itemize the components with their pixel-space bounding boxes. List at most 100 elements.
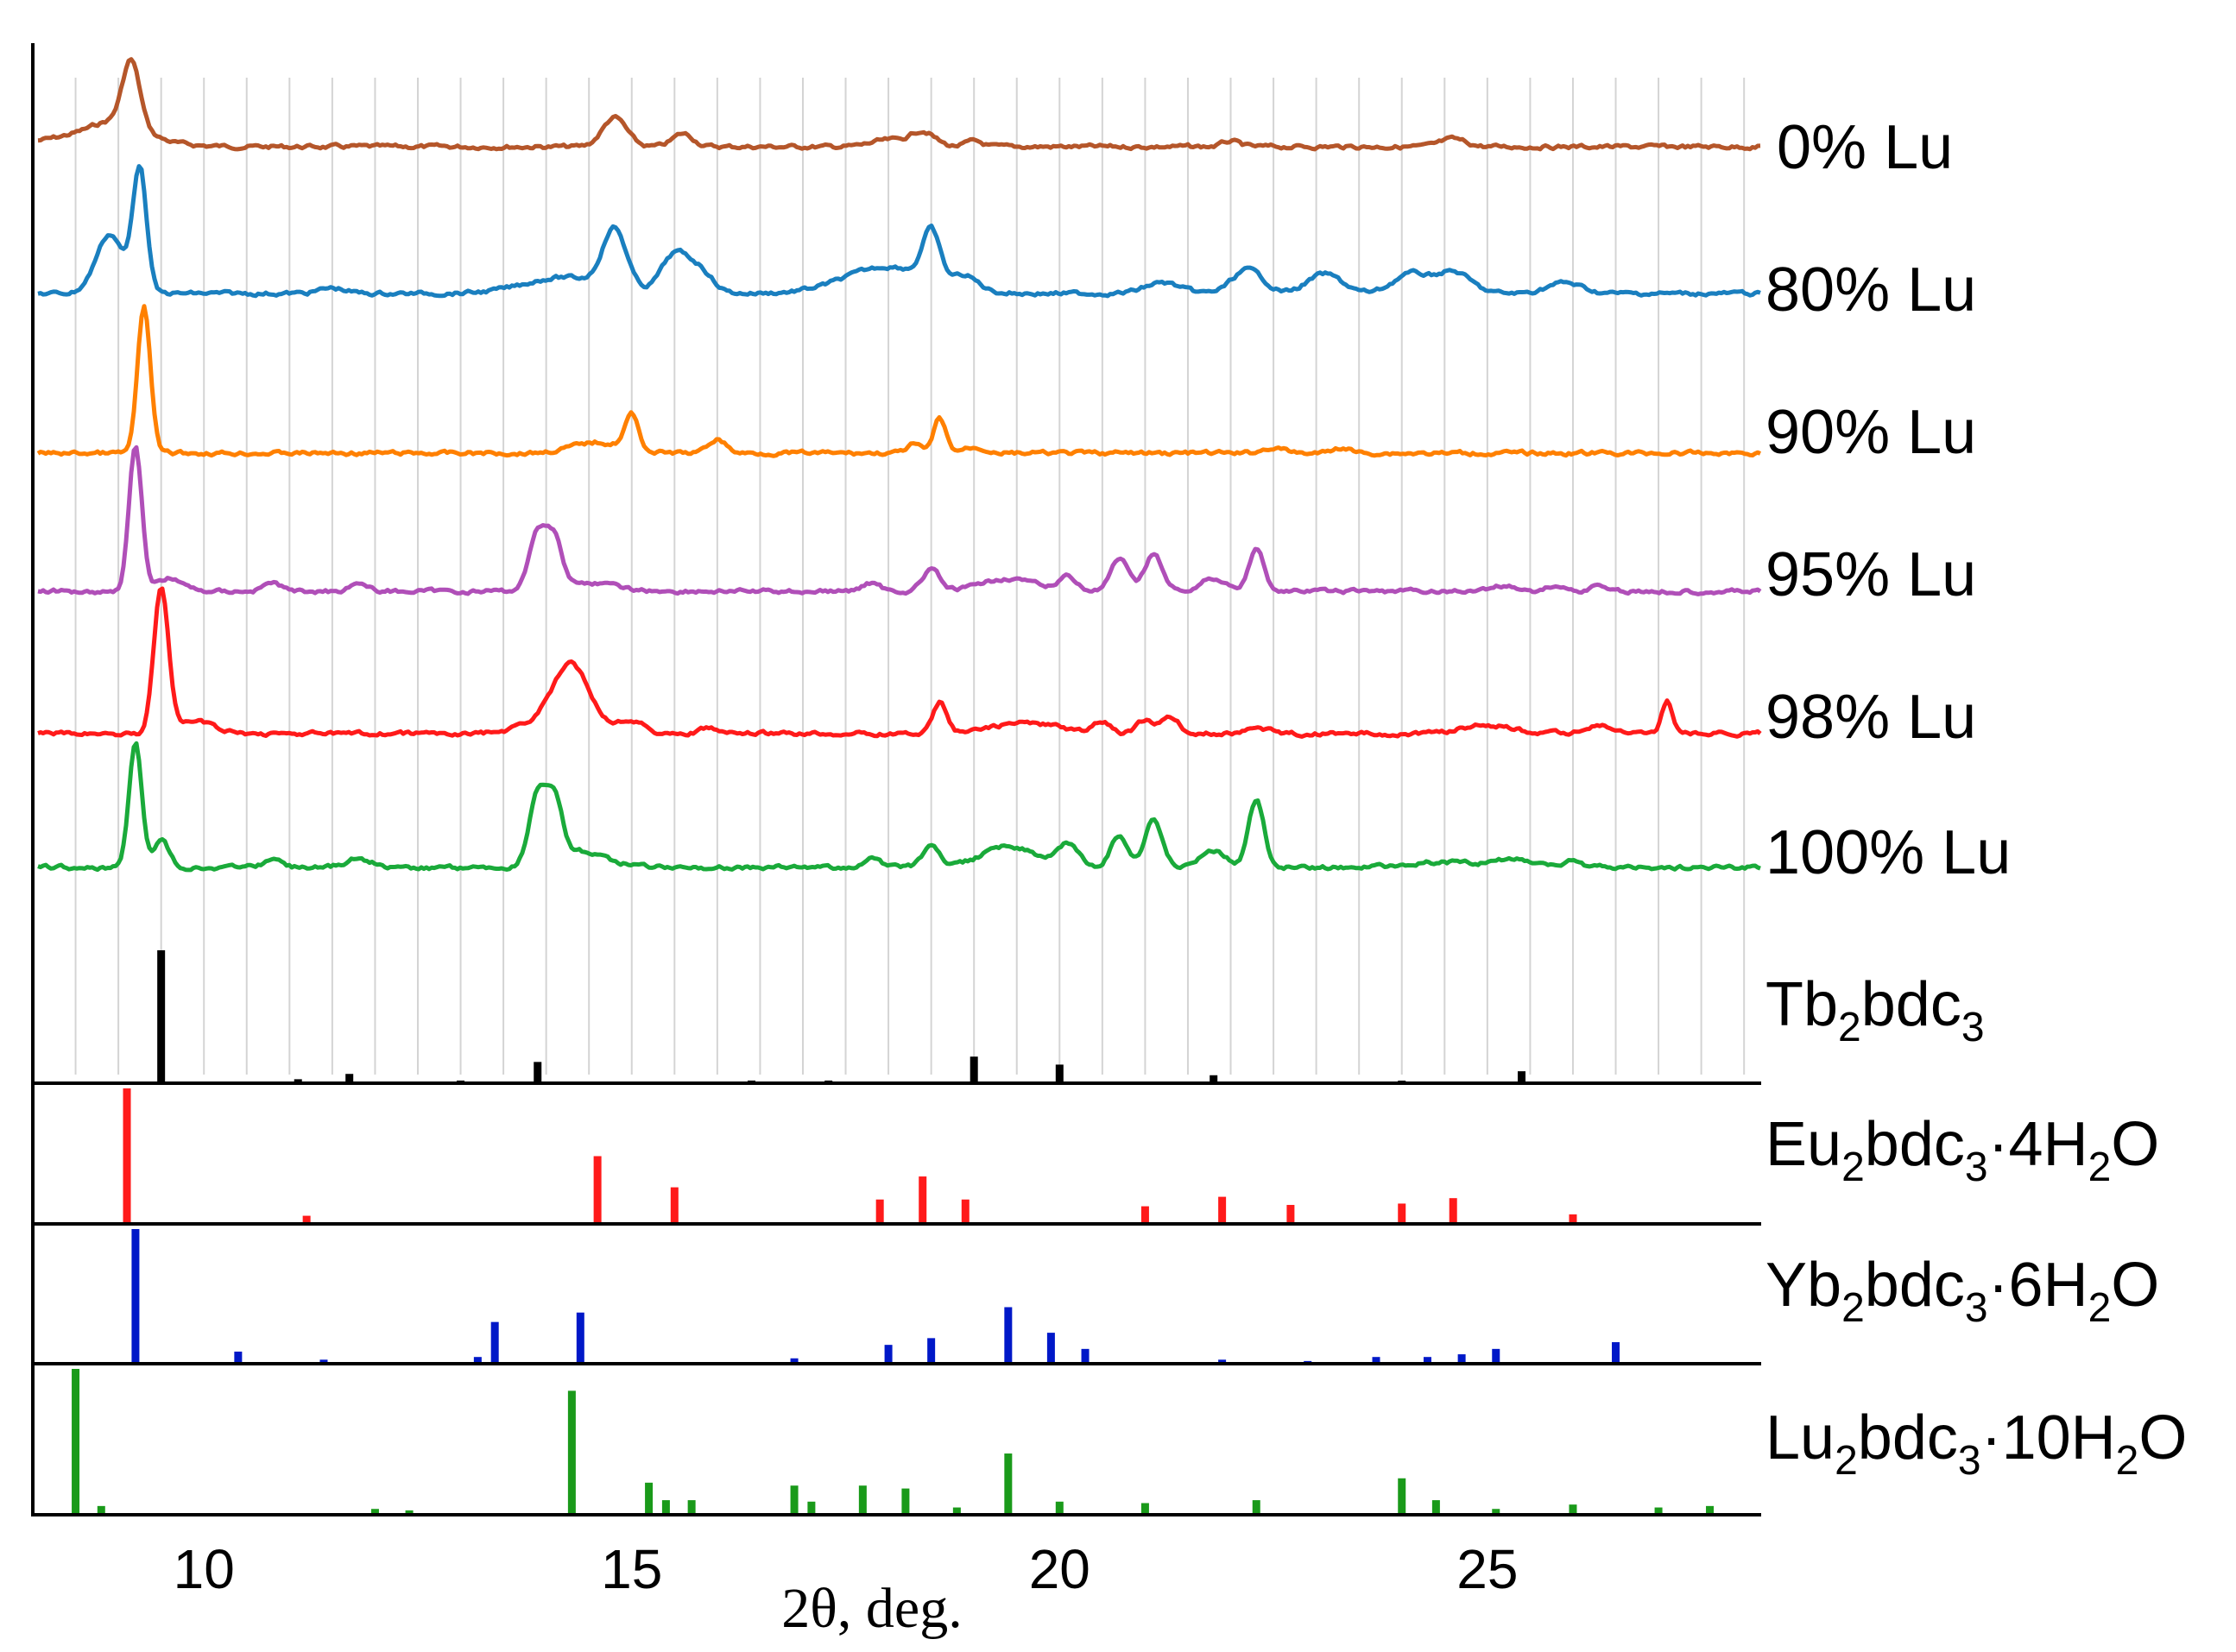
reference-label-part: 3 xyxy=(1961,1005,1985,1050)
reference-stick xyxy=(1286,1205,1295,1224)
series-line xyxy=(37,586,1762,739)
series-line xyxy=(37,57,1761,152)
reference-stick xyxy=(1055,1501,1064,1515)
reference-stick xyxy=(858,1485,867,1515)
series-label-part: 95% Lu xyxy=(1765,540,1976,609)
x-axis-title: 2θ, deg. xyxy=(781,1577,962,1640)
reference-stick xyxy=(661,1500,670,1515)
reference-stick xyxy=(1449,1198,1457,1224)
reference-label-part: bdc xyxy=(1861,970,1961,1039)
reference-stick xyxy=(970,1056,978,1083)
reference-stick xyxy=(234,1351,243,1364)
reference-stick xyxy=(790,1485,799,1515)
reference-stick xyxy=(319,1359,328,1364)
series-label: 0% Lu xyxy=(1777,113,1953,182)
x-tick-labels: 10 15 20 25 xyxy=(174,1538,1519,1600)
reference-label-part: 2 xyxy=(2088,1285,2112,1331)
reference-label-part: 3 xyxy=(1965,1144,1988,1190)
reference-stick xyxy=(670,1187,679,1224)
reference-label-part: ·4H xyxy=(1988,1110,2088,1179)
series-label: 98% Lu xyxy=(1765,683,1976,752)
reference-label-part: bdc xyxy=(1865,1110,1965,1179)
reference-stick xyxy=(875,1199,884,1224)
reference-patterns xyxy=(72,950,1715,1515)
reference-stick xyxy=(1492,1348,1500,1364)
reference-stick xyxy=(1612,1342,1620,1364)
reference-stick xyxy=(490,1321,499,1364)
reference-stick xyxy=(567,1390,576,1515)
series-label-part: 80% Lu xyxy=(1765,255,1976,325)
reference-label-part: 2 xyxy=(1841,1144,1865,1190)
x-tick-label: 25 xyxy=(1456,1538,1518,1600)
reference-stick xyxy=(1569,1504,1577,1515)
reference-stick xyxy=(1140,1206,1149,1224)
reference-stick xyxy=(1218,1359,1227,1364)
series-label: 95% Lu xyxy=(1765,540,1976,609)
reference-stick xyxy=(405,1510,414,1515)
reference-stick xyxy=(1004,1307,1013,1364)
reference-label: Lu2bdc3·10H2O xyxy=(1765,1403,2187,1484)
reference-stick xyxy=(961,1199,970,1224)
reference-label-part: bdc xyxy=(1865,1251,1965,1320)
reference-label-part: 2 xyxy=(2116,1438,2139,1484)
series-label-part: 100% Lu xyxy=(1765,818,2011,887)
reference-label-part: 2 xyxy=(2088,1144,2112,1190)
series-line xyxy=(37,741,1761,873)
reference-stick xyxy=(123,1088,131,1224)
reference-stick xyxy=(1252,1500,1260,1515)
reference-stick xyxy=(1398,1203,1406,1224)
reference-stick xyxy=(952,1507,961,1515)
reference-stick xyxy=(790,1358,799,1364)
reference-label-part: O xyxy=(2111,1251,2159,1320)
reference-stick xyxy=(345,1074,354,1083)
reference-stick xyxy=(1423,1357,1431,1364)
series-line xyxy=(36,304,1761,458)
series-label-part: 98% Lu xyxy=(1765,683,1976,752)
reference-stick xyxy=(919,1176,927,1224)
reference-stick xyxy=(1706,1505,1715,1515)
reference-label: Tb2bdc3 xyxy=(1765,970,1985,1050)
pattern-curves xyxy=(36,57,1762,873)
reference-label-part: O xyxy=(2111,1110,2159,1179)
reference-stick xyxy=(1457,1354,1466,1364)
x-tick-label: 20 xyxy=(1029,1538,1090,1600)
reference-label-part: 3 xyxy=(1965,1285,1988,1331)
reference-stick xyxy=(807,1501,816,1515)
reference-label-part: O xyxy=(2138,1403,2187,1472)
reference-label-part: Lu xyxy=(1765,1403,1835,1472)
reference-label-part: ·10H xyxy=(1981,1403,2116,1472)
series-line xyxy=(37,445,1762,596)
reference-stick xyxy=(1081,1348,1090,1364)
x-tick-label: 15 xyxy=(601,1538,662,1600)
reference-label: Yb2bdc3·6H2O xyxy=(1765,1251,2159,1331)
reference-stick xyxy=(302,1215,311,1224)
axes xyxy=(31,43,1761,1516)
series-label: 90% Lu xyxy=(1765,398,1976,467)
reference-stick xyxy=(884,1345,893,1364)
series-label-part: 0% Lu xyxy=(1777,113,1953,182)
reference-stick xyxy=(1055,1064,1064,1083)
reference-label-part: Tb xyxy=(1765,970,1838,1039)
reference-stick xyxy=(576,1312,584,1364)
reference-label-part: 3 xyxy=(1958,1438,1981,1484)
reference-label: Eu2bdc3·4H2O xyxy=(1765,1110,2159,1190)
reference-stick xyxy=(294,1079,302,1083)
reference-stick xyxy=(370,1509,379,1515)
reference-stick xyxy=(1431,1500,1440,1515)
reference-label-part: Eu xyxy=(1765,1110,1841,1179)
reference-label-part: bdc xyxy=(1858,1403,1958,1472)
reference-stick xyxy=(131,1229,140,1364)
series-line xyxy=(37,164,1761,299)
vertical-gridlines xyxy=(32,78,1746,1075)
reference-stick xyxy=(1492,1509,1500,1515)
reference-stick xyxy=(1569,1214,1577,1224)
reference-label-part: 2 xyxy=(1841,1285,1865,1331)
series-label-part: 90% Lu xyxy=(1765,398,1976,467)
reference-stick xyxy=(157,950,166,1083)
reference-stick xyxy=(593,1156,602,1224)
reference-stick xyxy=(687,1500,696,1515)
reference-stick xyxy=(1210,1075,1218,1083)
reference-stick xyxy=(72,1369,80,1515)
